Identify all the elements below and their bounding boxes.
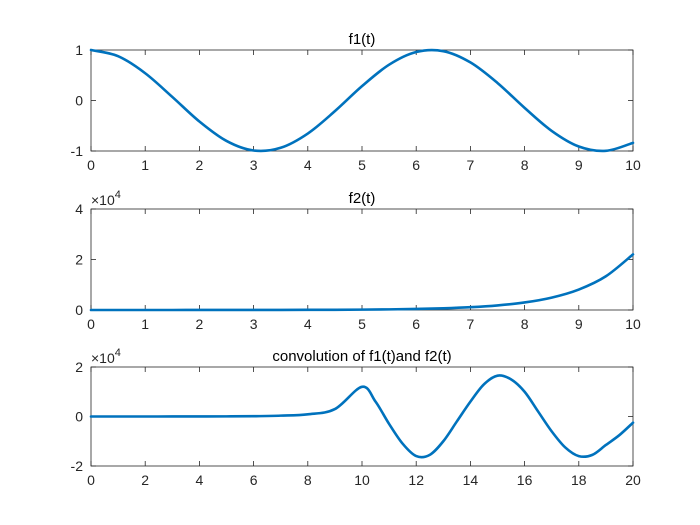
x-tick-label: 7 [467,157,475,173]
y-tick-label: 0 [75,302,83,318]
x-tick-label: 6 [412,316,420,332]
x-tick-label: 0 [87,472,95,488]
subplot-3: convolution of f1(t)and f2(t) 0 2 4 6 8 10 12 14… [71,347,641,488]
x-tick-label: 3 [250,316,258,332]
axis-exponent-label: ×104 [91,189,121,208]
x-tick-label: 20 [625,472,641,488]
axes-box [90,49,634,152]
x-tick-label: 1 [141,157,149,173]
series-line-1 [89,374,635,459]
y-tick-label: -1 [71,143,84,159]
x-tick-label: 6 [250,472,258,488]
subplot-2: f2(t) 0 1 2 3 4 5 6 7 8 9 10 0 2 4 ×104 [75,189,641,332]
x-tick-label: 2 [141,472,149,488]
x-tick-label: 6 [412,157,420,173]
series-line-1 [89,253,635,312]
x-tick-label: 10 [625,157,641,173]
x-tick-label: 0 [87,157,95,173]
x-tick-label: 4 [196,472,204,488]
x-tick-label: 4 [304,157,312,173]
x-tick-label: 5 [358,316,366,332]
x-tick-label: 2 [196,316,204,332]
x-tick-label: 5 [358,157,366,173]
x-tick-label: 4 [304,316,312,332]
x-tick-label: 16 [517,472,533,488]
x-tick-label: 18 [571,472,587,488]
x-tick-label: 2 [196,157,204,173]
subplot-title: convolution of f1(t)and f2(t) [272,348,451,365]
y-tick-label: 4 [75,201,83,217]
series-line-1 [89,48,635,153]
x-tick-label: 8 [304,472,312,488]
y-tick-label: 1 [75,42,83,58]
x-tick-label: 12 [408,472,424,488]
y-tick-label: -2 [71,458,84,474]
axes-box [90,208,634,311]
axis-exponent-label: ×104 [91,347,121,366]
x-tick-label: 9 [575,157,583,173]
y-tick-label: 0 [75,409,83,425]
y-tick-label: 2 [75,252,83,268]
y-tick-label: 2 [75,359,83,375]
subplot-1: f1(t)0 1 2 3 4 5 6 7 8 9 10-101 [71,31,641,173]
x-tick-label: 10 [625,316,641,332]
x-tick-label: 0 [87,316,95,332]
x-tick-label: 14 [463,472,479,488]
x-tick-label: 9 [575,316,583,332]
x-tick-label: 8 [521,316,529,332]
subplot-title: f2(t) [349,190,376,207]
x-tick-label: 3 [250,157,258,173]
x-tick-label: 1 [141,316,149,332]
subplot-title: f1(t) [349,31,376,48]
x-tick-label: 10 [354,472,370,488]
x-tick-label: 8 [521,157,529,173]
x-tick-label: 7 [467,316,475,332]
y-tick-label: 0 [75,93,83,109]
